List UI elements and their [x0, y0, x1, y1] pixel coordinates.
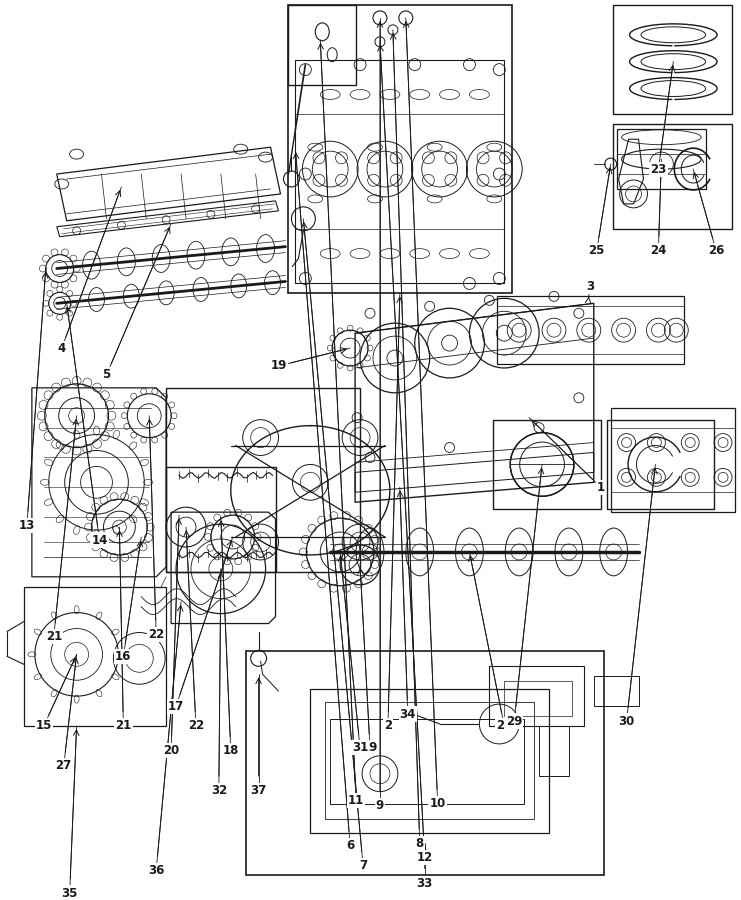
- Text: 6: 6: [346, 839, 354, 851]
- Bar: [505, 681, 572, 716]
- Bar: [613, 5, 732, 114]
- Text: 7: 7: [359, 859, 367, 872]
- Text: 17: 17: [168, 699, 185, 713]
- Bar: [607, 419, 714, 509]
- Text: 18: 18: [222, 744, 239, 757]
- Bar: [288, 5, 356, 85]
- Bar: [497, 296, 684, 364]
- Text: 15: 15: [36, 719, 52, 733]
- Text: 11: 11: [348, 794, 365, 807]
- Text: 24: 24: [650, 244, 667, 257]
- Text: 22: 22: [187, 719, 204, 733]
- Text: 21: 21: [46, 630, 62, 643]
- Bar: [330, 719, 524, 804]
- Text: 2: 2: [384, 719, 392, 733]
- Text: 12: 12: [416, 850, 433, 864]
- Bar: [494, 419, 601, 509]
- Text: 27: 27: [56, 760, 72, 772]
- Text: 32: 32: [210, 784, 227, 797]
- Bar: [246, 652, 604, 875]
- Text: 33: 33: [416, 877, 433, 889]
- Bar: [611, 408, 735, 512]
- Text: 20: 20: [163, 744, 179, 757]
- Text: 16: 16: [115, 650, 132, 663]
- Text: 4: 4: [58, 342, 66, 355]
- Text: 29: 29: [506, 715, 522, 727]
- Bar: [594, 676, 639, 706]
- Bar: [166, 467, 276, 572]
- Text: 5: 5: [102, 368, 110, 382]
- Bar: [539, 726, 569, 776]
- Text: 10: 10: [430, 797, 446, 810]
- Text: 22: 22: [148, 628, 165, 641]
- Text: 25: 25: [588, 244, 605, 257]
- Text: 35: 35: [62, 886, 78, 900]
- Text: 19: 19: [270, 359, 287, 373]
- Bar: [325, 702, 534, 820]
- Text: 19: 19: [362, 742, 378, 754]
- Bar: [166, 388, 360, 572]
- Bar: [288, 5, 512, 293]
- Text: 28: 28: [496, 719, 513, 733]
- Bar: [310, 689, 549, 833]
- Text: 14: 14: [91, 534, 107, 546]
- Bar: [489, 666, 584, 726]
- Text: 30: 30: [619, 715, 635, 727]
- Text: 8: 8: [416, 837, 424, 850]
- Text: 34: 34: [399, 707, 416, 721]
- Text: 1: 1: [597, 481, 605, 494]
- Text: 13: 13: [19, 518, 35, 532]
- Text: 23: 23: [651, 163, 667, 176]
- Text: 26: 26: [708, 244, 724, 257]
- Text: 9: 9: [376, 799, 384, 812]
- Text: 31: 31: [352, 742, 368, 754]
- Bar: [617, 130, 706, 189]
- Text: 36: 36: [148, 864, 165, 877]
- Text: 3: 3: [585, 280, 594, 292]
- Text: 37: 37: [250, 784, 267, 797]
- Text: 21: 21: [116, 719, 131, 733]
- Bar: [613, 124, 732, 229]
